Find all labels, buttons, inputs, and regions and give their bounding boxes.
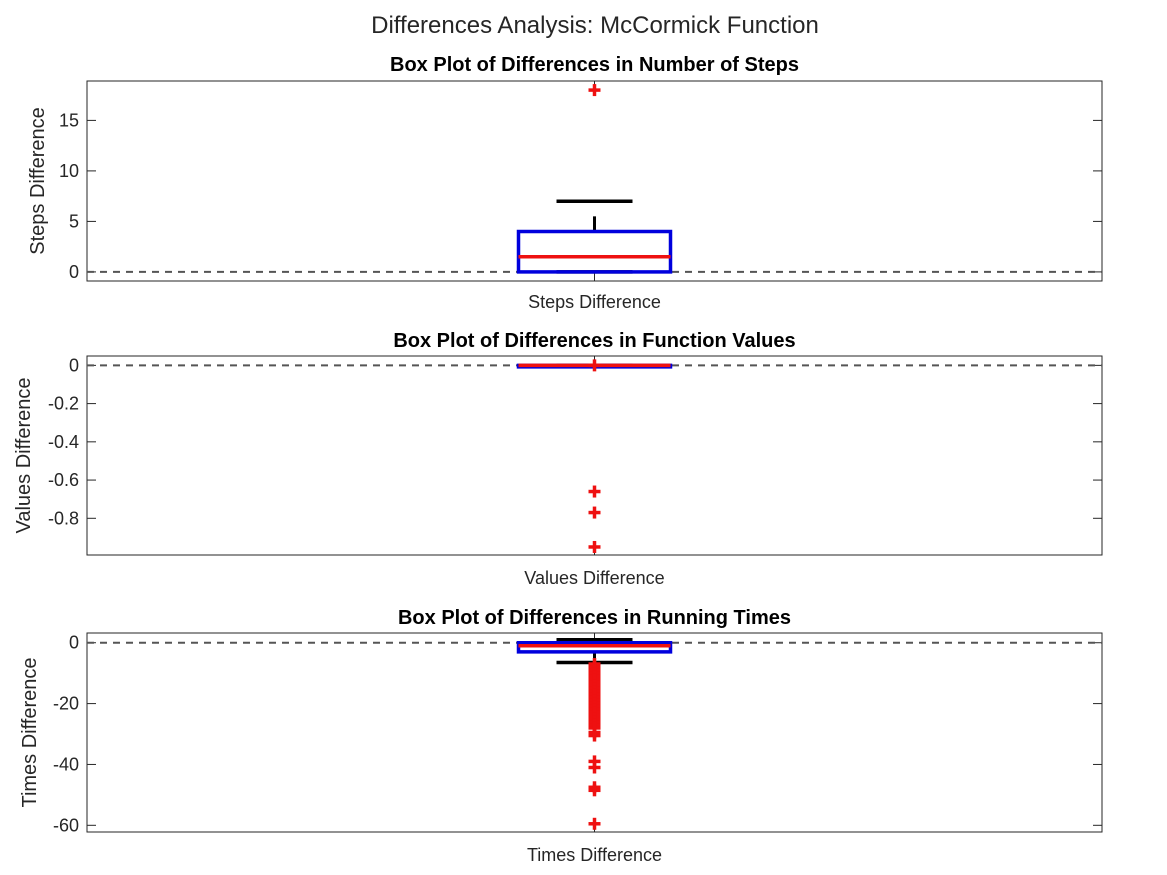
times-outlier-marker: [588, 729, 601, 742]
times-ytick-label: -40: [53, 754, 79, 774]
values-outlier-marker: [588, 506, 601, 519]
times-ytick-label: -60: [53, 815, 79, 835]
values-ytick-label: 0: [69, 355, 79, 375]
steps-iqr-box: [516, 229, 673, 274]
times-outlier-marker: [588, 784, 601, 797]
times-ytick-label: 0: [69, 633, 79, 653]
values-difference-panel: 0 -0.2 -0.4 -0.6 -0.8 Box Plot of Differences…: [13, 330, 1103, 588]
times-outlier-marker: [588, 817, 601, 830]
values-outlier-marker: [588, 485, 601, 498]
values-ytick-label: -0.8: [48, 508, 79, 528]
times-difference-panel: 0 -20 -40 -60 Box Plot of Differences in Run…: [19, 607, 1103, 865]
times-ytick-label: -20: [53, 694, 79, 714]
times-ylabel: Times Difference: [19, 657, 41, 807]
values-panel-title: Box Plot of Differences in Function Valu…: [393, 330, 795, 352]
times-outlier-marker: [588, 761, 601, 774]
steps-ylabel: Steps Difference: [27, 107, 49, 255]
values-axes-frame: [86, 355, 1103, 556]
values-ytick-label: -0.6: [48, 470, 79, 490]
figure-suptitle: Differences Analysis: McCormick Function: [371, 12, 819, 39]
steps-ytick-label: 5: [69, 211, 79, 231]
values-category-label: Values Difference: [524, 568, 664, 588]
values-ylabel: Values Difference: [13, 377, 35, 533]
steps-axes-frame: [86, 80, 1103, 282]
values-outlier-marker: [588, 540, 601, 553]
values-ytick-label: -0.2: [48, 394, 79, 414]
steps-ytick-label: 15: [59, 110, 79, 130]
steps-outlier-marker: [588, 84, 601, 97]
values-outlier-marker: [588, 359, 601, 372]
values-ytick-label: -0.4: [48, 432, 79, 452]
steps-category-label: Steps Difference: [528, 292, 661, 312]
steps-difference-panel: 0 5 10 15 Box Plot of Differences in Number …: [27, 54, 1103, 312]
times-category-label: Times Difference: [527, 845, 662, 865]
steps-ytick-label: 10: [59, 161, 79, 181]
steps-ytick-label: 0: [69, 262, 79, 282]
steps-panel-title: Box Plot of Differences in Number of Ste…: [390, 54, 799, 76]
times-panel-title: Box Plot of Differences in Running Times: [398, 607, 791, 629]
